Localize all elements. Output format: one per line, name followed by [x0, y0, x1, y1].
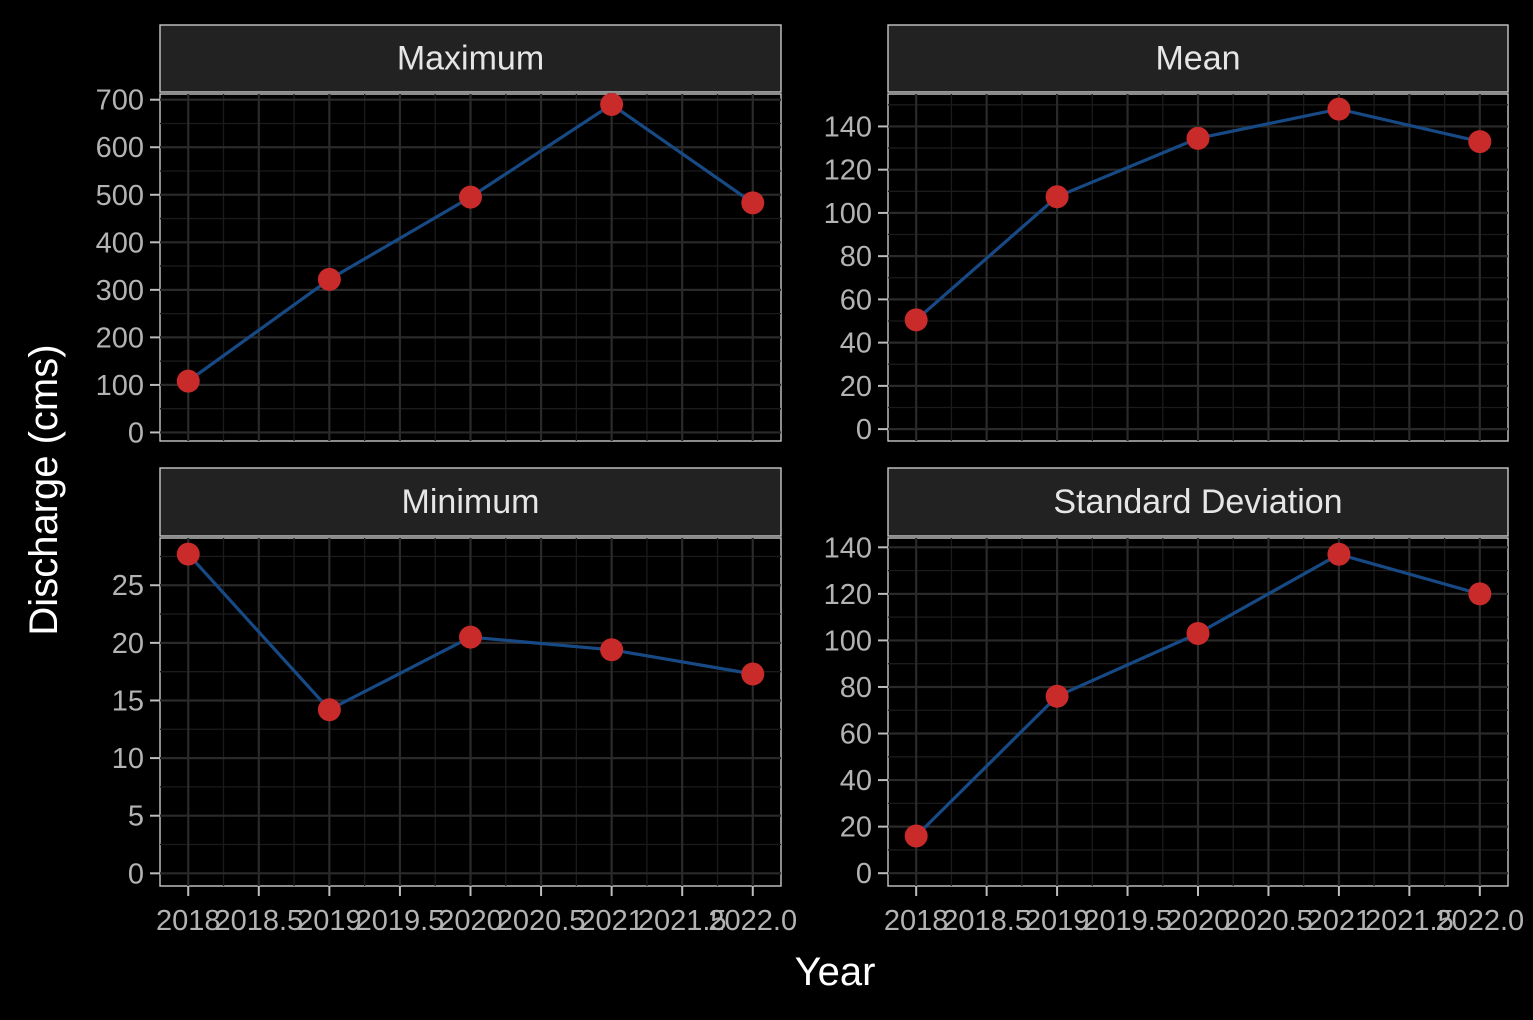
y-tick-label: 120	[824, 579, 872, 611]
data-point	[600, 638, 624, 662]
x-tick-label: 2020	[1166, 905, 1231, 937]
x-tick-label: 2020.5	[497, 905, 586, 937]
data-point	[176, 542, 200, 566]
y-tick-label: 60	[840, 719, 872, 751]
y-tick-label: 80	[840, 672, 872, 704]
facet-strip-label: Mean	[1155, 40, 1240, 78]
y-tick-label: 100	[824, 198, 872, 230]
x-tick-label: 2019.5	[1083, 905, 1172, 937]
y-tick-label: 0	[856, 858, 872, 890]
x-tick-label: 2019	[1025, 905, 1090, 937]
data-point	[317, 267, 341, 291]
facet-panel: Maximum 0 100 200 300 400 500 600 700	[96, 24, 782, 449]
x-tick-label: 2019.5	[356, 905, 445, 937]
y-tick-label: 0	[128, 417, 144, 449]
y-tick-label: 5	[128, 801, 144, 833]
facet-panel: Standard Deviation 0 20 40 60 80 100 120 140 2018…	[824, 467, 1524, 937]
facet-strip	[887, 24, 1509, 93]
y-tick-label: 500	[96, 180, 144, 212]
x-tick-label: 2019	[297, 905, 362, 937]
y-tick-label: 25	[112, 570, 144, 602]
data-point	[904, 308, 928, 332]
y-tick-label: 120	[824, 155, 872, 187]
y-tick-label: 400	[96, 227, 144, 259]
x-tick-label: 2022.0	[1435, 905, 1524, 937]
y-tick-label: 40	[840, 328, 872, 360]
y-tick-label: 0	[128, 858, 144, 890]
y-tick-label: 10	[112, 743, 144, 775]
data-point	[176, 369, 200, 393]
data-point	[600, 92, 624, 116]
data-point	[1327, 97, 1351, 121]
x-tick-label: 2018	[884, 905, 949, 937]
data-point	[1045, 684, 1069, 708]
y-tick-label: 20	[840, 812, 872, 844]
facet-strip-label: Minimum	[402, 483, 540, 521]
y-axis-title: Discharge (cms)	[22, 344, 66, 635]
panels-layer: Maximum0100200300400500600700Mean0204060…	[96, 24, 1524, 937]
x-tick-label: 2021.5	[1365, 905, 1454, 937]
y-tick-label: 15	[112, 685, 144, 717]
y-tick-label: 600	[96, 132, 144, 164]
y-tick-label: 80	[840, 241, 872, 273]
y-tick-label: 200	[96, 322, 144, 354]
facet-strip	[159, 24, 782, 93]
x-tick-label: 2020	[438, 905, 503, 937]
data-point	[1327, 542, 1351, 566]
facet-strip-label: Maximum	[397, 40, 544, 78]
x-tick-label: 2021	[1307, 905, 1372, 937]
y-tick-label: 0	[856, 414, 872, 446]
data-point	[1045, 185, 1069, 209]
y-tick-label: 100	[96, 370, 144, 402]
data-point	[459, 185, 482, 209]
y-tick-label: 60	[840, 284, 872, 316]
data-point	[1468, 582, 1492, 606]
x-tick-label: 2018.5	[214, 905, 303, 937]
data-point	[741, 662, 765, 686]
facet-strip	[159, 467, 782, 537]
y-tick-label: 100	[824, 625, 872, 657]
data-point	[1186, 621, 1210, 645]
facet-strip-label: Standard Deviation	[1053, 483, 1342, 521]
x-tick-label: 2018	[156, 905, 221, 937]
y-tick-label: 20	[112, 628, 144, 660]
y-tick-label: 20	[840, 371, 872, 403]
y-tick-label: 300	[96, 275, 144, 307]
facet-strip	[887, 467, 1509, 537]
data-point	[1468, 130, 1492, 154]
x-tick-label: 2022.0	[708, 905, 797, 937]
y-tick-label: 140	[824, 111, 872, 143]
x-tick-label: 2020.5	[1224, 905, 1313, 937]
data-point	[741, 191, 765, 215]
y-tick-label: 140	[824, 532, 872, 564]
facet-panel: Mean 0 20 40 60 80 100 120 140	[824, 24, 1509, 446]
x-tick-label: 2021.5	[638, 905, 727, 937]
facet-panel: Minimum051015202520182018.520192019.5202…	[112, 467, 797, 937]
data-point	[317, 698, 341, 722]
y-tick-label: 700	[96, 85, 144, 117]
x-tick-label: 2018.5	[942, 905, 1031, 937]
data-point	[1186, 126, 1210, 150]
y-tick-label: 40	[840, 765, 872, 797]
data-point	[459, 625, 482, 649]
x-tick-label: 2021	[579, 905, 644, 937]
data-point	[904, 824, 928, 848]
x-axis-title: Year	[795, 950, 876, 994]
